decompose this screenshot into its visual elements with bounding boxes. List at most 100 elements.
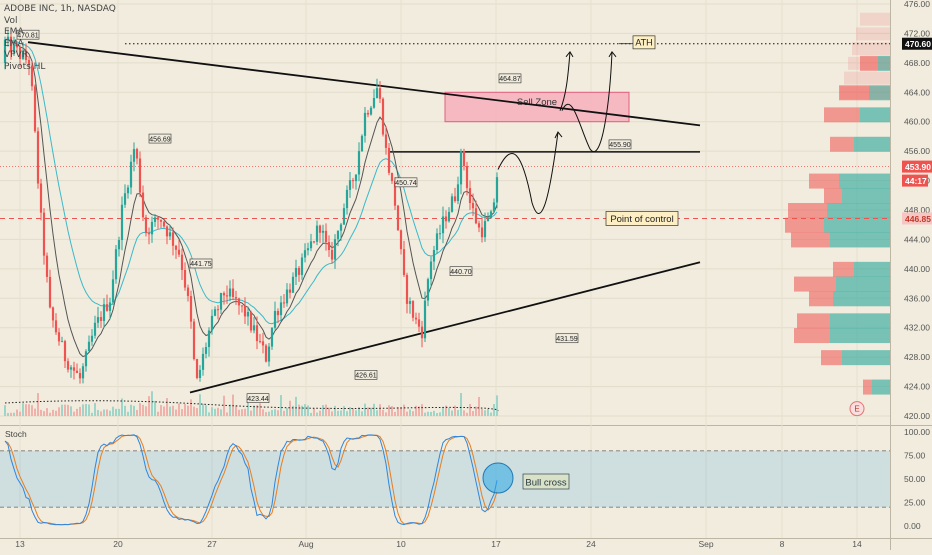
pivot-label[interactable]: 450.74 [394, 177, 418, 188]
candle-body [60, 341, 64, 343]
volume-bar [295, 396, 297, 416]
legend-pivots[interactable]: Pivots HL [4, 61, 46, 72]
stoch-y-tick-label: 0.00 [904, 521, 921, 531]
ath-label[interactable]: ATH [632, 35, 656, 50]
ath-price-tag[interactable]: 470.60 [902, 37, 932, 50]
volume-bar [34, 408, 36, 416]
volume-bar [205, 405, 207, 416]
legend-vol[interactable]: Vol [4, 15, 18, 26]
candle-body [333, 239, 337, 260]
stoch-k-line [4, 434, 498, 526]
volume-bar [250, 410, 252, 416]
candle-body [222, 293, 226, 296]
candle-body [300, 257, 304, 275]
volume-bar [385, 412, 387, 416]
x-tick-label: 10 [396, 539, 406, 549]
y-tick-label: 460.00 [904, 117, 930, 127]
volume-bar [472, 411, 474, 416]
pivot-label[interactable]: 426.61 [354, 370, 378, 380]
candle-body [255, 325, 259, 342]
pivot-label[interactable]: 464.87 [498, 73, 522, 84]
volume-bar [223, 395, 225, 416]
volume-bar [28, 404, 30, 416]
candle-body [459, 151, 463, 185]
vp-row-up [860, 107, 890, 123]
volume-bar [316, 412, 318, 416]
candle-body [465, 165, 469, 189]
candle-body [288, 289, 292, 293]
stoch-title[interactable]: Stoch [5, 429, 27, 439]
vp-row-down [785, 217, 824, 233]
volume-bar [94, 403, 96, 416]
x-tick-label: 27 [207, 539, 217, 549]
volume-bar [220, 409, 222, 416]
earnings-badge-icon[interactable] [849, 401, 865, 417]
trendline-lower[interactable] [189, 261, 701, 394]
pivot-label[interactable]: 423.44 [246, 393, 270, 403]
volume-bar [61, 404, 63, 416]
candle-body [261, 341, 265, 346]
volume-profile [785, 12, 890, 395]
bull-cross-circle[interactable] [482, 462, 514, 494]
candle-body [495, 177, 499, 203]
volume-bar [322, 405, 324, 416]
candle-body [57, 332, 61, 342]
pivot-label[interactable]: 441.75 [189, 258, 213, 269]
candle-body [456, 184, 460, 202]
poc-price-tag[interactable]: 446.85 [902, 212, 932, 225]
last-price-tag[interactable]: 453.90 [902, 160, 932, 173]
poc-label[interactable]: Point of control [605, 211, 679, 226]
volume-bar [265, 412, 267, 416]
volume-bar [238, 409, 240, 416]
pivot-label[interactable]: 431.59 [555, 333, 579, 344]
pivot-label-text: 431.59 [556, 336, 578, 343]
legend-ema-2[interactable]: EMA [4, 38, 24, 49]
candle-body [486, 218, 490, 222]
volume-bar [100, 411, 102, 416]
vp-row-up [830, 232, 890, 248]
volume-bar [334, 405, 336, 416]
candle-body [87, 341, 91, 352]
pivot-label[interactable]: 456.69 [148, 133, 172, 144]
stoch-y-tick-label: 50.00 [904, 474, 926, 484]
candle-body [24, 51, 28, 61]
volume-bar [463, 410, 465, 416]
volume-bar [262, 409, 264, 416]
candle-body [15, 44, 19, 48]
candle-body [360, 135, 364, 152]
legend-vpvr[interactable]: VPVR [4, 50, 28, 60]
candle-body [312, 241, 316, 243]
candle-body [204, 347, 208, 354]
volume-bar [58, 407, 60, 416]
countdown-tag-box [902, 174, 928, 187]
volume-bar [457, 409, 459, 416]
volume-bar [235, 405, 237, 416]
candle-body [18, 47, 22, 59]
poc-label-text: Point of control [610, 214, 673, 225]
volume-bar [418, 406, 420, 416]
candle-body [93, 322, 97, 336]
volume-bar [268, 411, 270, 416]
legend-ema-1[interactable]: EMA [4, 27, 24, 37]
y-tick-label: 448.00 [904, 205, 930, 215]
candle-body [375, 88, 379, 98]
pivot-label[interactable]: 470.81 [16, 29, 40, 40]
trendline-upper[interactable] [27, 41, 701, 127]
symbol-title[interactable]: ADOBE INC, 1h, NASDAQ [4, 4, 116, 14]
volume-bar [304, 404, 306, 416]
candle-body [153, 217, 157, 222]
candle-body [135, 149, 139, 159]
volume-bar [325, 404, 327, 416]
countdown-tag[interactable]: 44:17 [902, 174, 928, 187]
pivot-label[interactable]: 455.90 [608, 139, 632, 150]
candle-body [270, 327, 274, 347]
candle-body [45, 255, 49, 277]
volume-bar [346, 411, 348, 416]
volume-bar [148, 396, 150, 416]
pivot-label[interactable]: 440.70 [449, 266, 473, 277]
candle-body [180, 254, 184, 270]
bull-cross-label[interactable]: Bull cross [522, 473, 570, 490]
volume-bar [76, 408, 78, 416]
volume-bar [256, 405, 258, 416]
